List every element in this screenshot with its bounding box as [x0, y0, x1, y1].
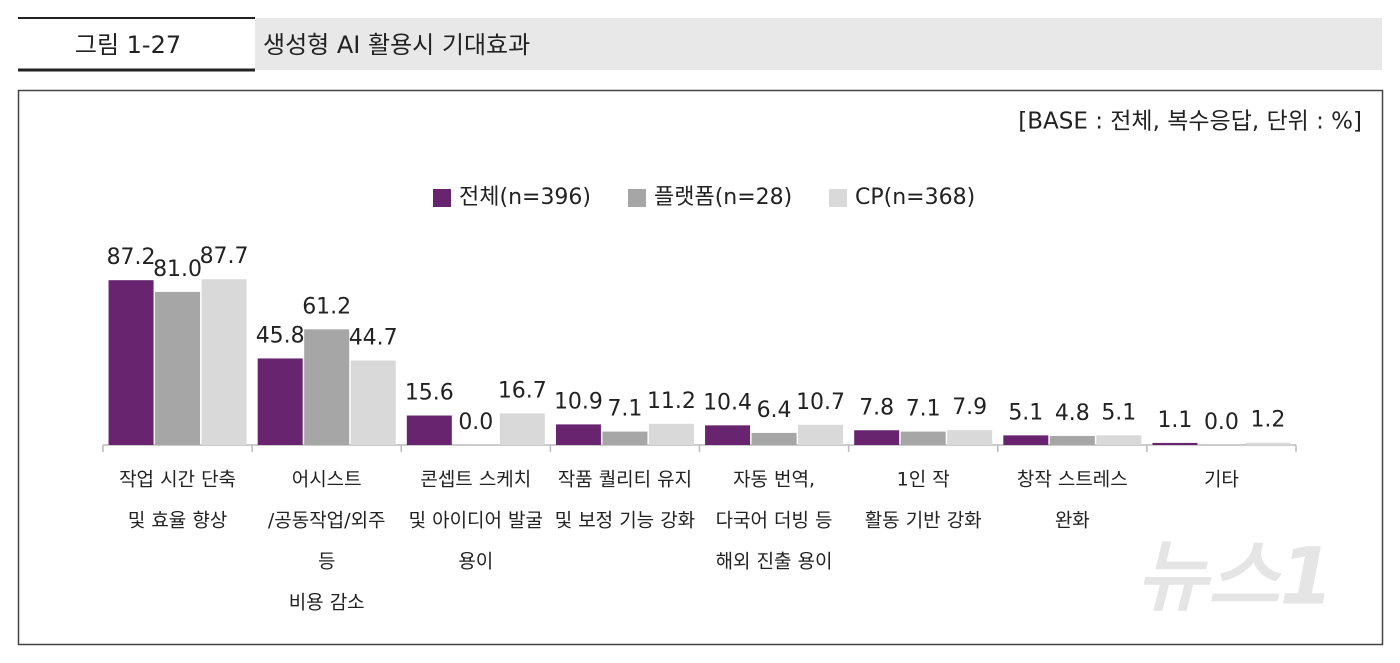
bar: [499, 413, 545, 445]
bar: [900, 431, 946, 445]
x-tick-label: 및 효율 향상: [128, 510, 227, 532]
value-label: 1.1: [1157, 408, 1192, 433]
bar: [1245, 442, 1291, 445]
value-label: 81.0: [153, 257, 202, 282]
bar: [854, 430, 900, 445]
watermark: 뉴스1: [1136, 532, 1334, 622]
value-label: 87.7: [200, 244, 249, 269]
value-label: 7.9: [952, 395, 987, 420]
value-label: 87.2: [107, 245, 156, 270]
value-label: 10.4: [703, 390, 752, 415]
bar: [602, 431, 648, 445]
bar: [201, 279, 247, 445]
chart-title: 생성형 AI 활용시 기대효과: [263, 31, 530, 59]
x-tick-label: 1인 작: [897, 469, 950, 491]
bar: [705, 425, 751, 445]
bar: [1049, 435, 1095, 445]
value-label: 15.6: [405, 381, 454, 406]
bar: [155, 291, 201, 445]
x-tick-label: 및 아이디어 발굴: [409, 510, 543, 532]
bar: [947, 430, 993, 445]
x-tick-label: 등: [318, 551, 335, 573]
x-tick-label: 창작 스트레스: [1017, 469, 1128, 491]
bar: [1096, 435, 1142, 445]
legend-swatch: [829, 189, 847, 207]
bar: [648, 423, 694, 445]
value-label: 5.1: [1101, 400, 1136, 425]
bar: [555, 424, 601, 445]
x-tick-label: 용이: [458, 551, 493, 573]
bar: [751, 432, 797, 445]
legend-label: 플랫폼(n=28): [654, 185, 792, 210]
value-label: 7.1: [906, 397, 941, 422]
chart-subtitle: [BASE : 전체, 복수응답, 단위 : %]: [1018, 109, 1362, 135]
value-label: 10.9: [554, 389, 603, 414]
value-label: 5.1: [1008, 400, 1043, 425]
value-label: 44.7: [349, 326, 398, 351]
value-label: 16.7: [498, 378, 547, 403]
bar: [798, 424, 844, 445]
x-tick-label: 비용 감소: [289, 592, 365, 614]
value-label: 10.7: [796, 390, 845, 415]
bar: [406, 415, 452, 445]
legend-swatch: [628, 189, 646, 207]
value-label: 6.4: [757, 398, 792, 423]
value-label: 0.0: [458, 410, 493, 435]
x-tick-label: 다국어 더빙 등: [716, 510, 833, 532]
legend-label: 전체(n=396): [459, 185, 591, 210]
value-label: 0.0: [1204, 410, 1239, 435]
x-tick-label: 활동 기반 강화: [865, 510, 982, 532]
legend-label: CP(n=368): [855, 185, 975, 210]
bar: [304, 329, 350, 445]
x-tick-label: 작업 시간 단축: [119, 469, 236, 491]
x-tick-label: 및 보정 기능 강화: [555, 510, 695, 532]
chart-frame: [17, 89, 1384, 646]
figure-label-box: [18, 18, 255, 70]
value-label: 4.8: [1055, 401, 1090, 426]
figure-label: 그림 1-27: [75, 31, 181, 59]
x-tick-label: 완화: [1055, 510, 1090, 532]
bar: [1003, 435, 1049, 445]
bar: [1152, 442, 1198, 445]
x-tick-label: 기타: [1204, 469, 1239, 491]
value-label: 1.2: [1250, 408, 1285, 433]
x-tick-label: /공동작업/외주: [268, 510, 386, 532]
bar: [257, 358, 303, 445]
x-tick-label: 해외 진출 용이: [716, 551, 833, 573]
x-tick-label: 어시스트: [292, 469, 362, 491]
value-label: 7.1: [607, 397, 642, 422]
bar: [350, 360, 396, 445]
value-label: 61.2: [302, 294, 351, 319]
title-bar: [255, 18, 1382, 70]
x-tick-label: 자동 번역,: [733, 469, 815, 491]
value-label: 11.2: [647, 389, 696, 414]
legend-swatch: [433, 189, 451, 207]
x-tick-label: 콘셉트 스케치: [420, 469, 531, 491]
bar: [108, 280, 154, 445]
x-tick-label: 작품 퀄리티 유지: [558, 469, 692, 491]
value-label: 7.8: [859, 395, 894, 420]
value-label: 45.8: [256, 323, 305, 348]
